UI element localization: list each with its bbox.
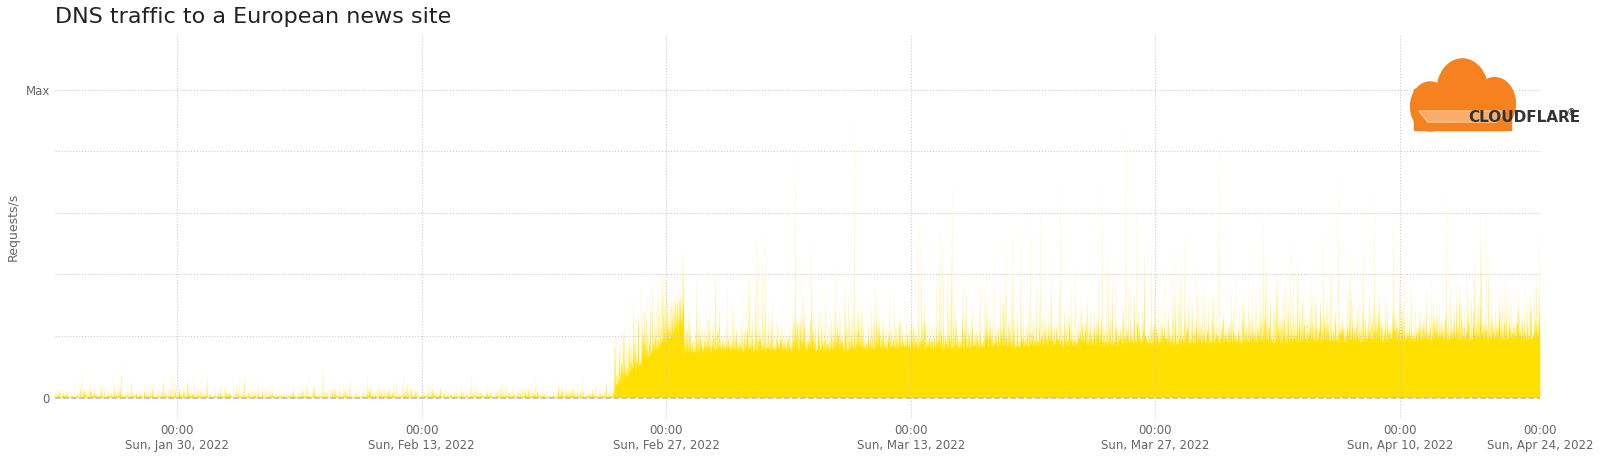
- Circle shape: [1437, 59, 1488, 123]
- Polygon shape: [1419, 111, 1506, 123]
- Text: ®: ®: [1566, 108, 1576, 117]
- Text: DNS traffic to a European news site: DNS traffic to a European news site: [54, 7, 451, 27]
- Bar: [1414, 89, 1510, 129]
- Text: CLOUDFLARE: CLOUDFLARE: [1469, 110, 1581, 124]
- Y-axis label: Requests/s: Requests/s: [6, 192, 19, 261]
- Circle shape: [1474, 78, 1515, 129]
- Circle shape: [1411, 82, 1450, 131]
